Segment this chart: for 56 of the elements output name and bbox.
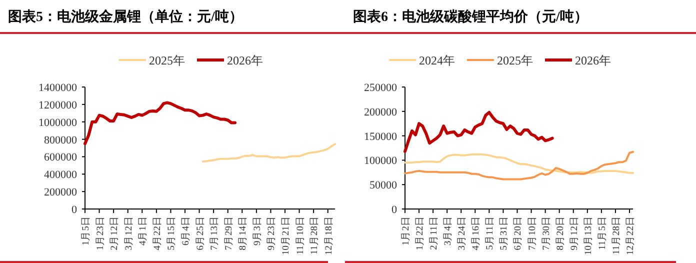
x-tick-label: 7月13日 [209,216,220,250]
x-tick-label: 9月23日 [266,216,278,250]
y-tick-label: 0 [392,204,398,216]
legend-label: 2026年 [227,54,263,68]
x-tick-label: 10月21日 [280,216,292,255]
x-tick-label: 4月16日 [470,216,482,250]
x-tick-label: 6月25日 [194,216,206,250]
chart-title: 图表6：电池级碳酸锂平均价（元/吨） [353,9,588,25]
x-tick-label: 4月22日 [152,216,163,250]
chart-title: 图表5：电池级金属锂（单位：元/吨） [8,9,243,25]
x-tick-label: 11月10日 [294,216,306,255]
y-tick-label: 100000 [364,155,398,168]
y-tick-label: 600000 [44,152,78,164]
x-tick-label: 7月30日 [540,216,552,250]
x-tick-label: 8月14日 [238,216,249,250]
x-tick-label: 5月11日 [484,216,496,250]
x-tick-label: 7月10日 [526,216,538,250]
y-tick-label: 400000 [44,169,78,182]
x-tick-label: 2月11日 [428,216,440,250]
x-tick-label: 5月31日 [498,216,510,250]
x-tick-label: 2月12日 [109,216,120,250]
y-tick-label: 200000 [44,186,78,199]
x-tick-label: 1月22日 [414,216,426,250]
x-tick-label: 11月28日 [309,216,320,255]
x-tick-label: 8月20日 [554,216,566,250]
x-tick-label: 6月20日 [512,216,524,250]
x-tick-label: 1月23日 [94,216,106,250]
x-tick-label: 11月28日 [610,216,622,255]
x-tick-label: 9月12日 [568,216,580,250]
y-tick-label: 1000000 [38,116,78,129]
x-tick-label: 12月18日 [323,216,334,255]
y-tick-label: 150000 [364,130,398,143]
y-tick-label: 1400000 [38,82,78,94]
x-tick-label: 10月13日 [582,216,594,255]
x-tick-label: 3月24日 [456,216,468,250]
y-tick-label: 800000 [44,134,78,146]
y-tick-label: 50000 [370,180,398,192]
y-tick-label: 200000 [364,106,398,118]
x-tick-label: 3月12日 [123,216,134,250]
x-tick-label: 1月5日 [80,216,92,246]
x-tick-label: 11月5日 [596,216,608,250]
x-tick-label: 5月15日 [166,216,178,250]
x-tick-label: 3月4日 [442,216,454,246]
y-tick-label: 0 [72,204,78,216]
x-tick-label: 1月2日 [400,216,412,246]
x-tick-label: 9月3日 [252,216,263,246]
legend-label: 2025年 [497,54,533,68]
y-tick-label: 250000 [364,82,398,94]
x-tick-label: 12月22日 [624,216,636,255]
legend-label: 2024年 [419,54,455,68]
x-tick-label: 7月29日 [223,216,234,250]
y-tick-label: 1200000 [38,99,78,112]
x-tick-label: 6月4日 [180,216,192,246]
x-tick-label: 4月1日 [138,216,149,246]
legend-label: 2026年 [575,54,611,68]
legend-label: 2025年 [149,54,185,68]
